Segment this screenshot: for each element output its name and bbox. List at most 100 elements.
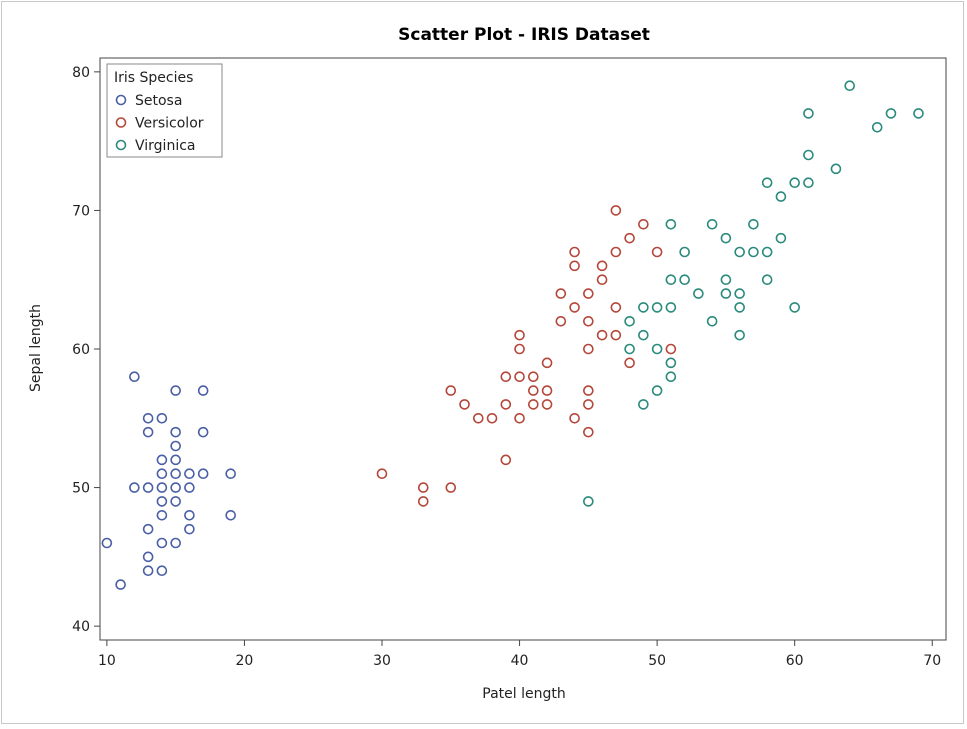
data-point-versicolor — [417, 496, 429, 507]
data-point-virginica — [803, 108, 814, 119]
data-point-virginica — [665, 371, 677, 383]
data-point-setosa — [156, 509, 168, 521]
data-point-versicolor — [583, 399, 594, 410]
data-point-setosa — [197, 385, 209, 396]
x-axis: 10 20 30 40 50 60 70 — [98, 640, 941, 669]
legend-title: Iris Species — [114, 70, 193, 86]
data-point-virginica — [789, 302, 800, 313]
data-point-virginica — [734, 329, 745, 341]
data-point-virginica — [693, 288, 704, 299]
data-point-setosa — [129, 371, 140, 383]
data-point-virginica — [638, 302, 649, 313]
legend: Iris Species Setosa Versicolor Virginica — [106, 63, 223, 158]
data-point-versicolor — [541, 399, 553, 410]
data-point-virginica — [665, 274, 677, 286]
data-point-virginica — [734, 246, 745, 258]
data-point-setosa — [170, 454, 181, 466]
x-axis-label: Patel length — [482, 686, 565, 702]
chart-title: Scatter Plot - IRIS Dataset — [398, 25, 650, 45]
data-point-setosa — [156, 496, 168, 507]
y-tick-label: 40 — [72, 619, 90, 635]
data-point-setosa — [184, 509, 195, 521]
data-point-versicolor — [596, 329, 608, 341]
data-point-versicolor — [583, 385, 594, 396]
y-axis: 40 50 60 70 80 — [72, 65, 100, 635]
data-point-setosa — [156, 412, 168, 424]
data-point-versicolor — [583, 315, 594, 327]
legend-box — [106, 63, 223, 158]
legend-label-virginica: Virginica — [135, 138, 195, 154]
data-point-versicolor — [445, 385, 457, 396]
data-point-virginica — [679, 274, 690, 286]
data-point-setosa — [170, 440, 181, 452]
data-point-virginica — [651, 385, 663, 396]
data-point-versicolor — [569, 302, 580, 313]
x-tick-label: 10 — [98, 653, 116, 669]
data-point-versicolor — [651, 246, 663, 258]
data-point-setosa — [142, 565, 154, 577]
data-points — [101, 80, 924, 590]
data-point-setosa — [142, 551, 154, 563]
data-point-versicolor — [500, 371, 512, 383]
data-point-versicolor — [500, 399, 512, 410]
data-point-versicolor — [583, 288, 594, 299]
data-point-versicolor — [569, 412, 580, 424]
data-point-setosa — [129, 482, 140, 493]
data-point-setosa — [142, 482, 154, 493]
data-point-versicolor — [583, 426, 594, 438]
data-point-versicolor — [500, 454, 512, 466]
x-tick-label: 60 — [786, 653, 804, 669]
data-point-versicolor — [514, 412, 525, 424]
data-point-virginica — [706, 218, 718, 230]
legend-items: Setosa Versicolor Virginica — [115, 93, 204, 154]
data-point-setosa — [225, 509, 236, 521]
data-point-virginica — [803, 177, 814, 189]
data-point-virginica — [734, 302, 745, 313]
data-point-versicolor — [514, 371, 525, 383]
x-tick-label: 40 — [511, 653, 529, 669]
data-point-versicolor — [486, 412, 498, 424]
data-point-virginica — [665, 218, 677, 230]
y-tick-label: 50 — [72, 481, 90, 497]
data-point-setosa — [115, 579, 126, 590]
data-point-virginica — [720, 274, 732, 286]
data-point-virginica — [748, 246, 759, 258]
data-point-versicolor — [555, 288, 567, 299]
data-point-versicolor — [610, 329, 622, 341]
data-point-versicolor — [555, 315, 567, 327]
data-point-versicolor — [638, 218, 649, 230]
data-point-versicolor — [376, 468, 388, 480]
data-point-virginica — [665, 302, 677, 313]
data-point-setosa — [156, 565, 168, 577]
data-point-virginica — [775, 232, 787, 244]
data-point-versicolor — [624, 357, 635, 369]
data-point-setosa — [156, 468, 168, 480]
legend-marker-virginica — [115, 139, 127, 151]
data-point-virginica — [761, 274, 773, 286]
data-point-setosa — [156, 482, 168, 493]
data-point-virginica — [871, 121, 883, 133]
data-point-versicolor — [445, 482, 457, 493]
x-tick-label: 50 — [648, 653, 666, 669]
data-point-versicolor — [665, 343, 677, 355]
data-point-virginica — [748, 218, 759, 230]
data-point-versicolor — [514, 343, 525, 355]
data-point-virginica — [913, 108, 924, 119]
data-point-setosa — [142, 523, 154, 535]
x-tick-label: 20 — [236, 653, 254, 669]
data-point-virginica — [638, 399, 649, 410]
data-point-versicolor — [541, 357, 553, 369]
data-point-setosa — [184, 468, 195, 480]
data-point-versicolor — [528, 399, 539, 410]
data-point-versicolor — [459, 399, 470, 410]
data-point-setosa — [142, 426, 154, 438]
data-point-virginica — [775, 191, 787, 202]
data-point-virginica — [789, 177, 800, 189]
plot-area — [99, 57, 947, 641]
data-point-versicolor — [610, 246, 622, 258]
y-axis-label: Sepal length — [28, 304, 44, 392]
data-point-setosa — [156, 537, 168, 549]
data-point-setosa — [225, 468, 236, 480]
data-point-setosa — [142, 412, 154, 424]
